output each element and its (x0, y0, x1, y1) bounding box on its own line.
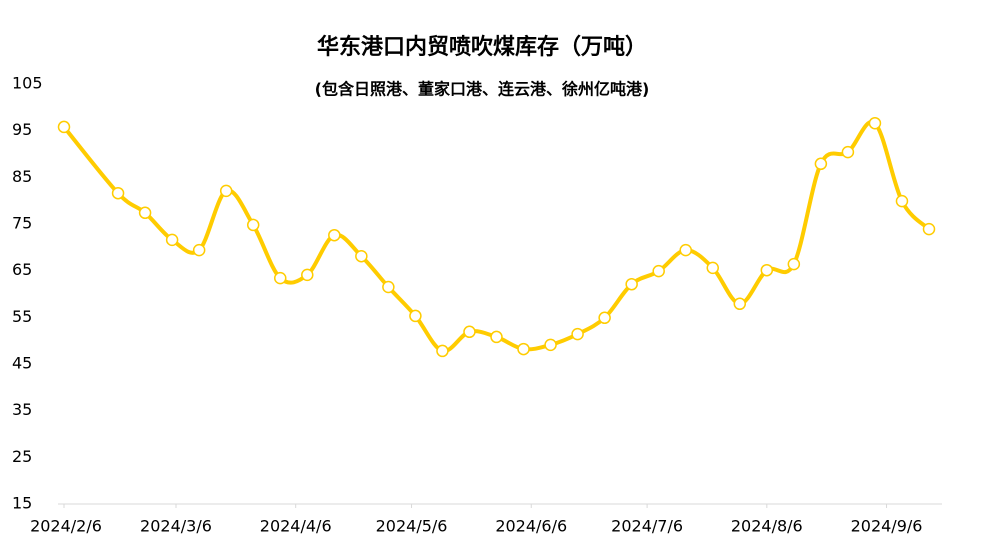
point (544, 338, 557, 352)
point (328, 228, 341, 242)
y-tick-label: 85 (12, 167, 32, 186)
x-tick-label: 2024/3/6 (140, 517, 212, 536)
point (922, 222, 936, 236)
point (409, 309, 422, 323)
point (382, 280, 395, 294)
x-tick-label: 2024/7/6 (611, 517, 683, 536)
y-tick-label: 95 (12, 120, 32, 139)
point (301, 268, 314, 282)
y-tick-label: 65 (12, 260, 32, 279)
x-tick-label: 2024/8/6 (731, 517, 803, 536)
point (165, 233, 179, 247)
line (62, 119, 931, 353)
chart-subtitle: (包含日照港、董家口港、连云港、徐州亿吨港) (315, 80, 650, 99)
point (841, 145, 855, 159)
point (868, 116, 882, 130)
point (571, 327, 584, 341)
x-tick-label: 2024/5/6 (376, 517, 448, 536)
point (517, 342, 530, 356)
point (246, 218, 260, 232)
point (598, 311, 611, 325)
chart-title: 华东港口内贸喷吹煤库存（万吨） (317, 34, 647, 60)
point (814, 157, 828, 171)
point (787, 257, 801, 271)
point (436, 344, 449, 358)
x-tick-label: 2024/6/6 (495, 517, 567, 536)
point (192, 243, 206, 257)
point (219, 184, 233, 198)
y-tick-label: 35 (12, 400, 32, 419)
y-tick-label: 25 (12, 447, 32, 466)
y-tick-label: 75 (12, 214, 32, 233)
point (760, 263, 774, 277)
point (895, 194, 909, 208)
y-tick-label: 55 (12, 307, 32, 326)
x-tick-label: 2024/2/6 (30, 517, 102, 536)
point (652, 264, 665, 278)
y-tick-label: 45 (12, 354, 32, 373)
point (679, 243, 692, 257)
point (274, 271, 287, 285)
point (57, 120, 71, 134)
point (111, 186, 125, 200)
point (463, 325, 476, 339)
point (706, 261, 719, 275)
x-tick-label: 2024/9/6 (851, 517, 923, 536)
point (733, 297, 747, 311)
x-tick-label: 2024/4/6 (260, 517, 332, 536)
point (355, 249, 368, 263)
y-tick-label: 105 (12, 74, 43, 93)
point (138, 206, 152, 220)
point (625, 277, 638, 291)
y-tick-label: 15 (12, 494, 32, 513)
point (490, 330, 503, 344)
